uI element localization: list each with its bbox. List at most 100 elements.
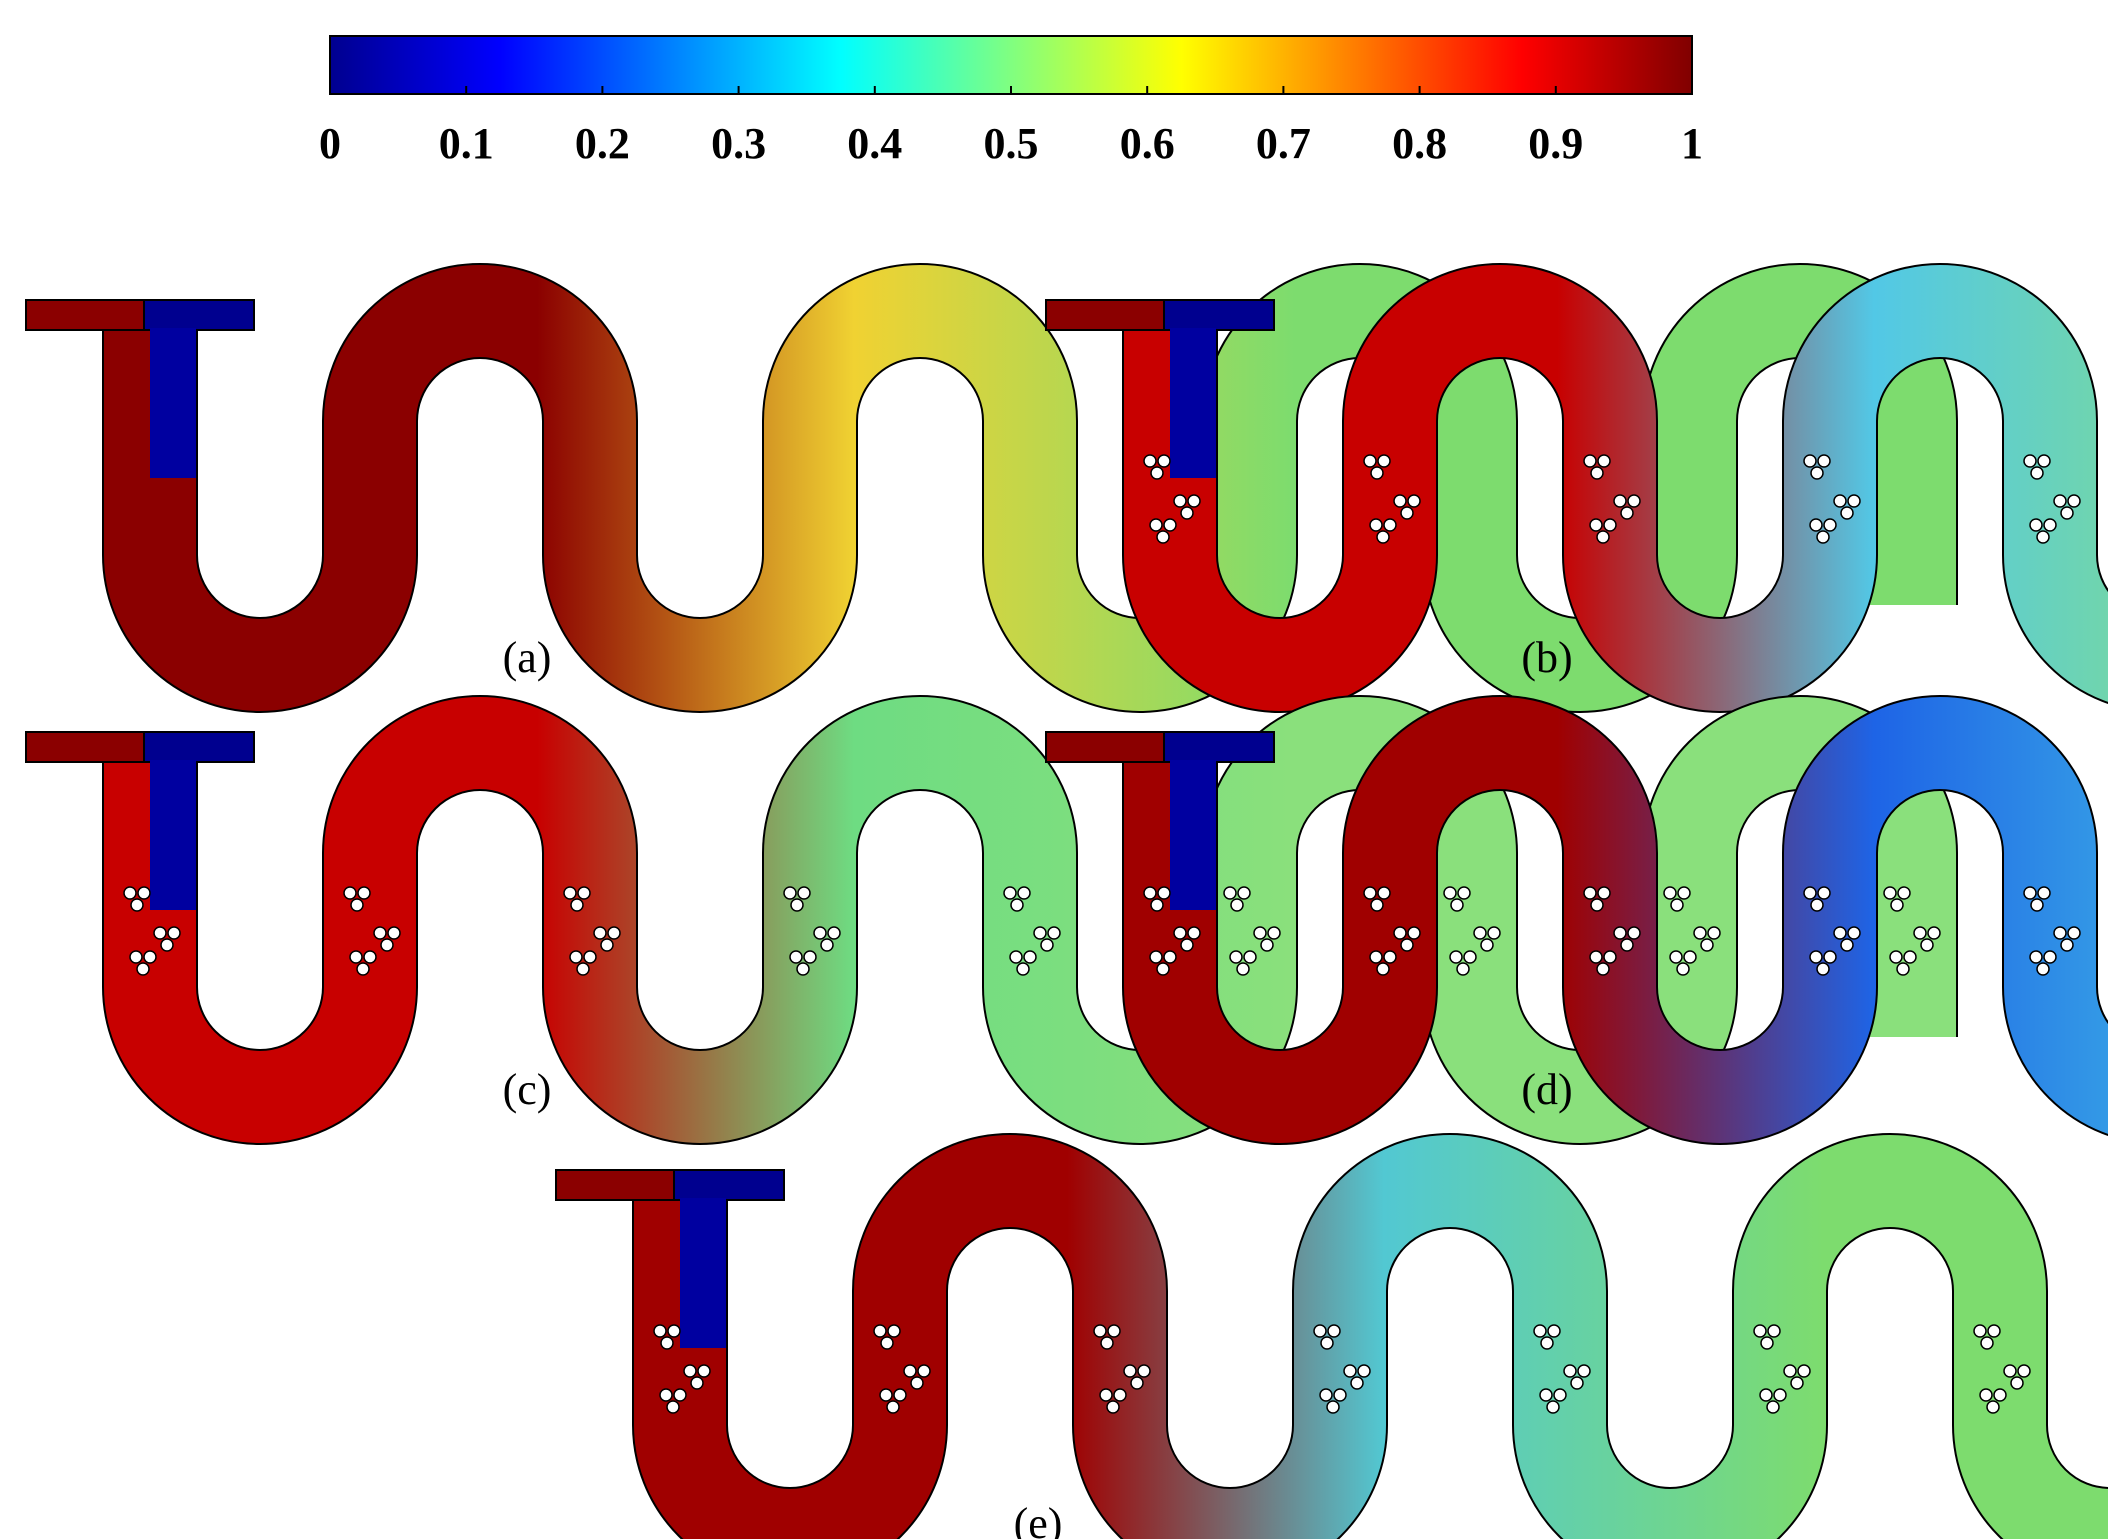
obstacle-pillar [1533, 1324, 1547, 1338]
obstacle-pillar [2067, 494, 2081, 508]
obstacle-pillar [1979, 1388, 1993, 1402]
obstacle-clusters [653, 1324, 2031, 1414]
obstacle-pillar [1707, 926, 1721, 940]
obstacle-pillar [1237, 886, 1251, 900]
obstacle-pillar [593, 926, 607, 940]
obstacle-pillar [1797, 1364, 1811, 1378]
obstacle-pillar [910, 1376, 924, 1390]
obstacle-pillar [1253, 926, 1267, 940]
obstacle-pillar [1016, 962, 1030, 976]
inlet-high [25, 731, 145, 763]
obstacle-pillar [1333, 1388, 1347, 1402]
inlet-low [143, 731, 255, 763]
obstacle-pillar [1236, 962, 1250, 976]
obstacle-pillar [1040, 938, 1054, 952]
obstacle-pillar [2060, 506, 2074, 520]
colorbar-tick-label: 0.2 [575, 119, 630, 168]
obstacle-pillar [1047, 926, 1061, 940]
obstacle-pillar [1553, 1388, 1567, 1402]
obstacle-pillar [1620, 506, 1634, 520]
obstacle-pillar [1627, 494, 1641, 508]
obstacle-pillar [136, 962, 150, 976]
obstacle-pillar [1173, 494, 1187, 508]
obstacle-pillar [1150, 466, 1164, 480]
obstacle-pillar [570, 898, 584, 912]
obstacle-pillar [1583, 886, 1597, 900]
obstacle-pillar [660, 1336, 674, 1350]
obstacle-pillar [1173, 926, 1187, 940]
obstacle-pillar [1669, 950, 1683, 964]
obstacle-pillar [873, 1324, 887, 1338]
obstacle-pillar [903, 1364, 917, 1378]
obstacle-pillar [797, 886, 811, 900]
obstacle-pillar [1896, 962, 1910, 976]
obstacle-pillar [1546, 1400, 1560, 1414]
obstacle-pillar [1760, 1336, 1774, 1350]
obstacle-pillar [1840, 938, 1854, 952]
obstacle-pillar [1847, 494, 1861, 508]
obstacle-pillar [1407, 926, 1421, 940]
obstacle-pillar [569, 950, 583, 964]
obstacle-pillar [1267, 926, 1281, 940]
obstacle-pillar [1033, 926, 1047, 940]
obstacle-pillar [1583, 454, 1597, 468]
obstacle-pillar [789, 950, 803, 964]
obstacle-pillar [1383, 950, 1397, 964]
obstacle-pillar [1620, 938, 1634, 952]
obstacle-pillar [1123, 1364, 1137, 1378]
obstacle-pillar [1456, 962, 1470, 976]
obstacle-pillar [1150, 898, 1164, 912]
obstacle-pillar [879, 1388, 893, 1402]
obstacle-pillar [1570, 1376, 1584, 1390]
obstacle-pillar [1376, 530, 1390, 544]
obstacle-pillar [1759, 1388, 1773, 1402]
obstacle-pillar [1920, 938, 1934, 952]
obstacle-pillar [653, 1324, 667, 1338]
obstacle-pillar [363, 950, 377, 964]
obstacle-pillar [1260, 938, 1274, 952]
obstacle-pillar [1753, 1324, 1767, 1338]
obstacle-pillar [1597, 886, 1611, 900]
obstacle-pillar [1903, 950, 1917, 964]
obstacle-pillar [1693, 926, 1707, 940]
inlet-high [555, 1169, 675, 1201]
obstacle-pillar [343, 886, 357, 900]
inlet-high [1045, 731, 1165, 763]
obstacle-pillar [1003, 886, 1017, 900]
obstacle-pillar [1993, 1388, 2007, 1402]
obstacle-pillar [1023, 950, 1037, 964]
colorbar: 0 0.1 0.2 0.3 0.4 0.5 0.6 0.7 0.8 0.9 1 [319, 35, 1703, 168]
obstacle-pillar [886, 1400, 900, 1414]
obstacle-pillar [1613, 494, 1627, 508]
channel-concentration-field [1124, 697, 2108, 1143]
obstacle-pillar [1363, 454, 1377, 468]
obstacle-pillar [153, 926, 167, 940]
obstacle-pillar [2053, 494, 2067, 508]
obstacle-pillar [1320, 1336, 1334, 1350]
obstacle-pillar [1343, 1364, 1357, 1378]
colorbar-tick-label: 0.7 [1256, 119, 1311, 168]
obstacle-pillar [1987, 1324, 2001, 1338]
obstacle-pillar [1223, 886, 1237, 900]
channel-concentration-field [1124, 265, 2108, 711]
obstacle-pillar [1130, 1376, 1144, 1390]
obstacle-pillar [1683, 950, 1697, 964]
obstacle-pillar [600, 938, 614, 952]
obstacle-pillar [803, 950, 817, 964]
obstacle-pillar [1816, 962, 1830, 976]
obstacle-pillar [2010, 1376, 2024, 1390]
obstacle-pillar [1187, 926, 1201, 940]
obstacle-pillar [350, 898, 364, 912]
colorbar-tick-label: 0.4 [847, 119, 902, 168]
obstacle-pillar [1450, 898, 1464, 912]
obstacle-pillar [1383, 518, 1397, 532]
obstacle-pillar [1363, 886, 1377, 900]
obstacle-pillar [1156, 962, 1170, 976]
obstacle-pillar [1137, 1364, 1151, 1378]
obstacle-pillar [1369, 518, 1383, 532]
obstacle-pillar [1823, 518, 1837, 532]
obstacle-pillar [2030, 466, 2044, 480]
obstacle-pillar [1400, 938, 1414, 952]
colorbar-gradient [329, 35, 1693, 95]
obstacle-pillar [167, 926, 181, 940]
